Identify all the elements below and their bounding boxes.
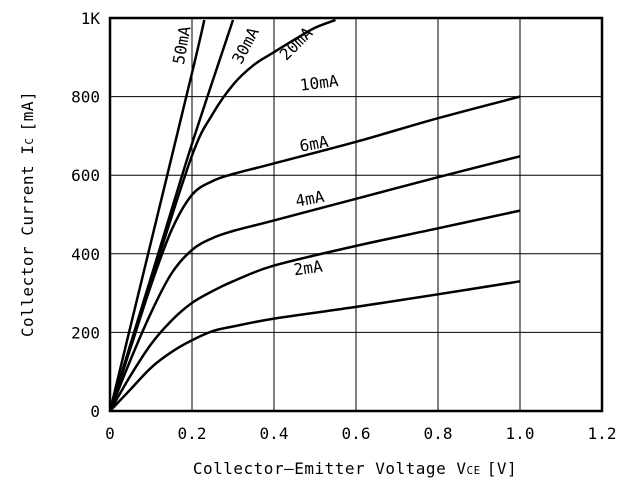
series-line-4mA — [108, 209, 521, 412]
series-line-20mA — [108, 18, 336, 412]
x-axis-title-sub: CE — [466, 464, 480, 477]
y-axis-title: Collector Current IC [mA] — [18, 91, 37, 337]
x-axis-title-main: Collector–Emitter Voltage V — [193, 459, 467, 478]
x-axis-title: Collector–Emitter Voltage VCE [V] — [193, 459, 517, 478]
y-axis-title-main: Collector Current I — [18, 145, 37, 338]
x-tick-label: 1.0 — [506, 424, 535, 443]
y-tick-label: 400 — [71, 245, 100, 264]
x-tick-label: 0.8 — [424, 424, 453, 443]
y-tick-label: 0 — [90, 402, 100, 421]
y-tick-label: 1K — [81, 9, 101, 28]
series-label-4mA: 4mA — [294, 187, 326, 211]
x-axis-title-unit: [V] — [487, 459, 517, 478]
x-tick-label: 0 — [105, 424, 115, 443]
y-axis-title-unit: [mA] — [18, 91, 37, 132]
series-lines — [108, 18, 521, 412]
y-axis-title-sub: C — [23, 137, 36, 144]
x-tick-label: 0.2 — [178, 424, 207, 443]
x-tick-label: 1.2 — [588, 424, 617, 443]
tick-labels: 0 0.2 0.4 0.6 0.8 1.0 1.2 0 200 400 600 800 1K — [71, 9, 616, 443]
series-line-50mA — [108, 19, 206, 412]
series-label-30mA: 30mA — [228, 24, 263, 67]
series-line-6mA — [108, 155, 521, 412]
y-tick-label: 600 — [71, 166, 100, 185]
grid — [110, 18, 602, 411]
x-tick-label: 0.6 — [342, 424, 371, 443]
y-tick-label: 200 — [71, 323, 100, 342]
series-label-50mA: 50mA — [169, 24, 194, 66]
series-label-10mA: 10mA — [299, 71, 340, 95]
series-line-2mA — [109, 280, 521, 412]
series-label-6mA: 6mA — [298, 132, 330, 156]
y-tick-label: 800 — [71, 88, 100, 107]
series-label-2mA: 2mA — [292, 256, 324, 279]
series-line-30mA — [108, 19, 235, 412]
x-tick-label: 0.4 — [260, 424, 289, 443]
plot-frame — [108, 16, 604, 413]
